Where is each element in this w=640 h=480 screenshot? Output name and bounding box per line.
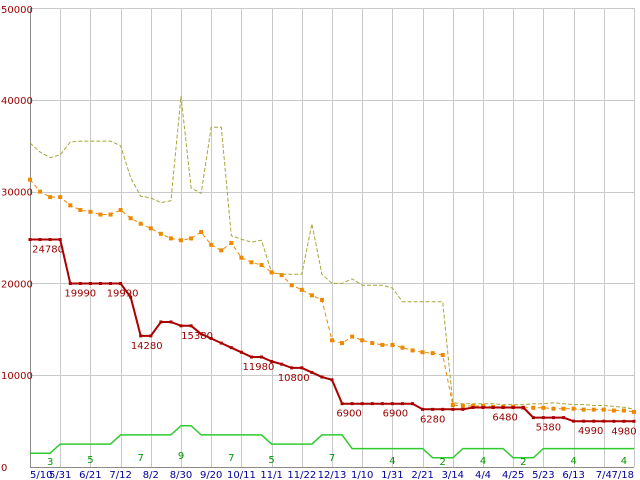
x-axis-tick-label: 8/2	[143, 470, 159, 480]
lowest-price-value-label: 6900	[383, 409, 408, 420]
store-count-value-label: 2	[520, 457, 526, 468]
y-axis-tick-label: 10000	[1, 371, 33, 382]
x-axis-tick-label: 1/10	[351, 470, 373, 480]
lowest-price-value-label: 11980	[243, 362, 275, 373]
store-count-value-label: 5	[268, 455, 274, 466]
x-axis-tick-label: 5/31	[49, 470, 71, 480]
x-axis-tick-label: 7/12	[109, 470, 131, 480]
store-count-value-label: 3	[47, 457, 53, 468]
lowest-price-value-label: 6900	[336, 409, 361, 420]
x-axis-tick-label: 10/11	[227, 470, 256, 480]
store-count-value-label: 7	[138, 453, 144, 464]
store-count-value-label: 9	[178, 451, 184, 462]
x-axis-tick-label: 1/31	[381, 470, 403, 480]
lowest-price-value-label: 4990	[578, 426, 603, 437]
y-axis-tick-label: 30000	[1, 188, 33, 199]
lowest-price-value-label: 10800	[278, 373, 310, 384]
x-axis-tick-label: 6/21	[79, 470, 101, 480]
lowest-price-value-label: 4980	[611, 426, 636, 437]
lowest-price-value-label: 14280	[131, 341, 163, 352]
x-axis-tick-label: 5/10	[30, 470, 52, 480]
x-axis-tick-label: 11/22	[287, 470, 316, 480]
lowest-price-value-label: 19990	[107, 288, 139, 299]
x-axis-tick-label: 8/30	[170, 470, 192, 480]
highest-price-line	[29, 96, 635, 410]
store-count-value-label: 5	[87, 455, 93, 466]
x-axis-tick-label: 5/23	[532, 470, 554, 480]
store-count-line	[30, 424, 634, 459]
y-axis-tick-label: 50000	[1, 5, 33, 16]
x-axis-tick-label: 9/20	[200, 470, 222, 480]
store-count-value-label: 4	[389, 456, 395, 467]
x-axis-tick-label: 11/1	[260, 470, 282, 480]
y-axis-tick-label: 20000	[1, 279, 33, 290]
store-count-value-label: 7	[329, 453, 335, 464]
store-count-value-label: 2	[440, 457, 446, 468]
y-axis-tick-label: 40000	[1, 96, 33, 107]
lowest-price-value-label: 19990	[64, 288, 96, 299]
x-axis-tick-label: 4/4	[475, 470, 491, 480]
x-axis-tick-label: 7/4	[596, 470, 612, 480]
x-axis-tick-label: 7/18	[612, 470, 634, 480]
lowest-price-value-label: 6480	[492, 413, 517, 424]
x-axis-tick-label: 6/13	[562, 470, 584, 480]
lowest-price-value-label: 5380	[536, 423, 561, 434]
y-axis-tick-label: 0	[1, 463, 7, 474]
x-axis-tick-label: 2/21	[411, 470, 433, 480]
lowest-price-value-label: 15380	[181, 331, 213, 342]
x-axis-tick-label: 3/14	[442, 470, 464, 480]
x-axis-tick-label: 12/13	[318, 470, 347, 480]
average-price-markers	[28, 177, 636, 414]
lowest-price-value-label: 6280	[420, 414, 445, 425]
store-count-value-label: 4	[621, 456, 627, 467]
store-count-value-label: 4	[480, 456, 486, 467]
store-count-value-label: 7	[228, 453, 234, 464]
store-count-value-label: 4	[570, 456, 576, 467]
lowest-price-value-label: 24780	[32, 245, 64, 256]
x-axis-tick-label: 4/25	[502, 470, 524, 480]
lowest-price-markers	[28, 238, 636, 423]
